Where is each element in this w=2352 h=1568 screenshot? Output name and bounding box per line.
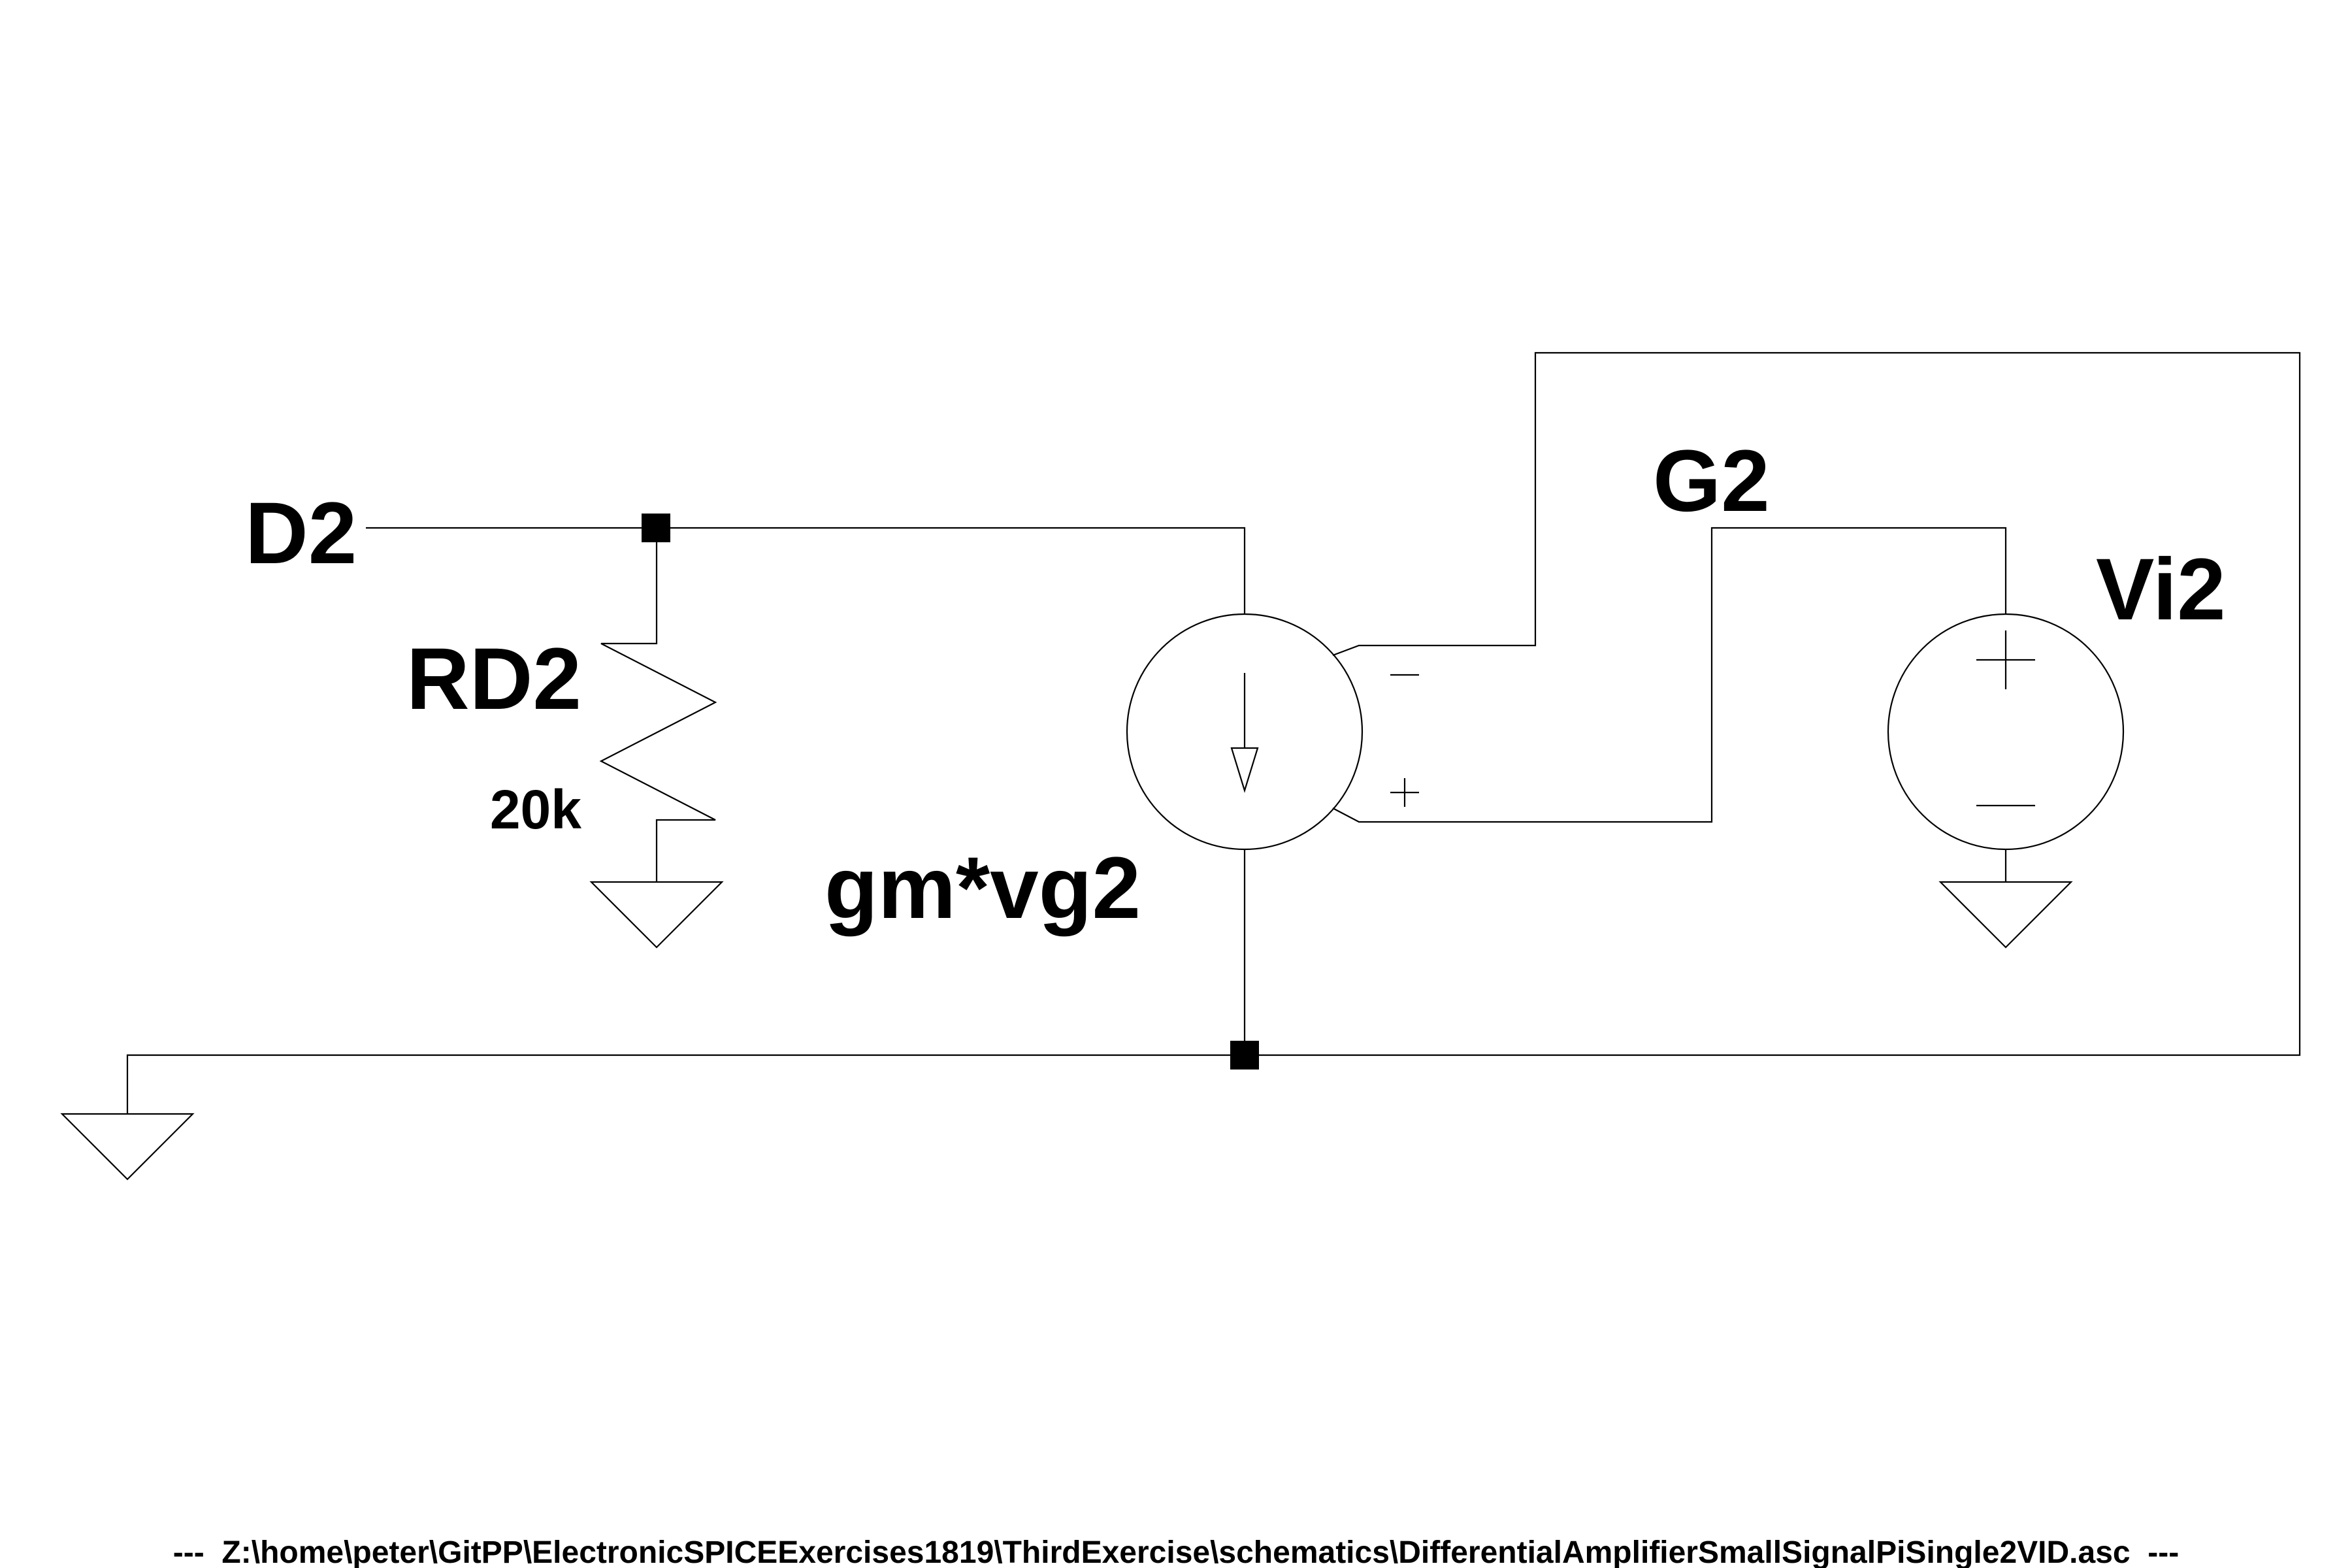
net-label-d2: D2 xyxy=(245,485,357,582)
voltage-source-circle xyxy=(1887,613,2125,851)
vsource-name-label: Vi2 xyxy=(2096,541,2226,638)
ground-symbol-left xyxy=(60,1113,195,1181)
current-source-gm-vg2[interactable] xyxy=(1126,613,1419,851)
junction-d2-node xyxy=(642,514,670,542)
current-arrow-down-icon xyxy=(1230,747,1259,793)
voltage-source-vi2[interactable] xyxy=(1887,613,2125,851)
wire-d2-top xyxy=(366,527,1246,614)
wires xyxy=(126,351,2301,1114)
wire-ground-bus xyxy=(126,351,2301,1114)
resistor-rd2-symbol[interactable] xyxy=(599,614,717,856)
resistor-value-label: 20k xyxy=(490,779,581,840)
ground-symbol-vi2 xyxy=(1938,881,2073,949)
ground-symbol-rd2 xyxy=(589,881,724,949)
file-path-footer: --- Z:\home\peter\GitPP\ElectronicSPICEE… xyxy=(173,1535,2179,1568)
current-source-circle xyxy=(1126,613,1364,851)
resistor-name-label: RD2 xyxy=(406,630,581,728)
wire-g2 xyxy=(1332,527,2007,823)
junction-ground-node xyxy=(1230,1041,1259,1070)
net-label-g2: G2 xyxy=(1653,433,1770,530)
current-source-expression: gm*vg2 xyxy=(825,840,1141,937)
